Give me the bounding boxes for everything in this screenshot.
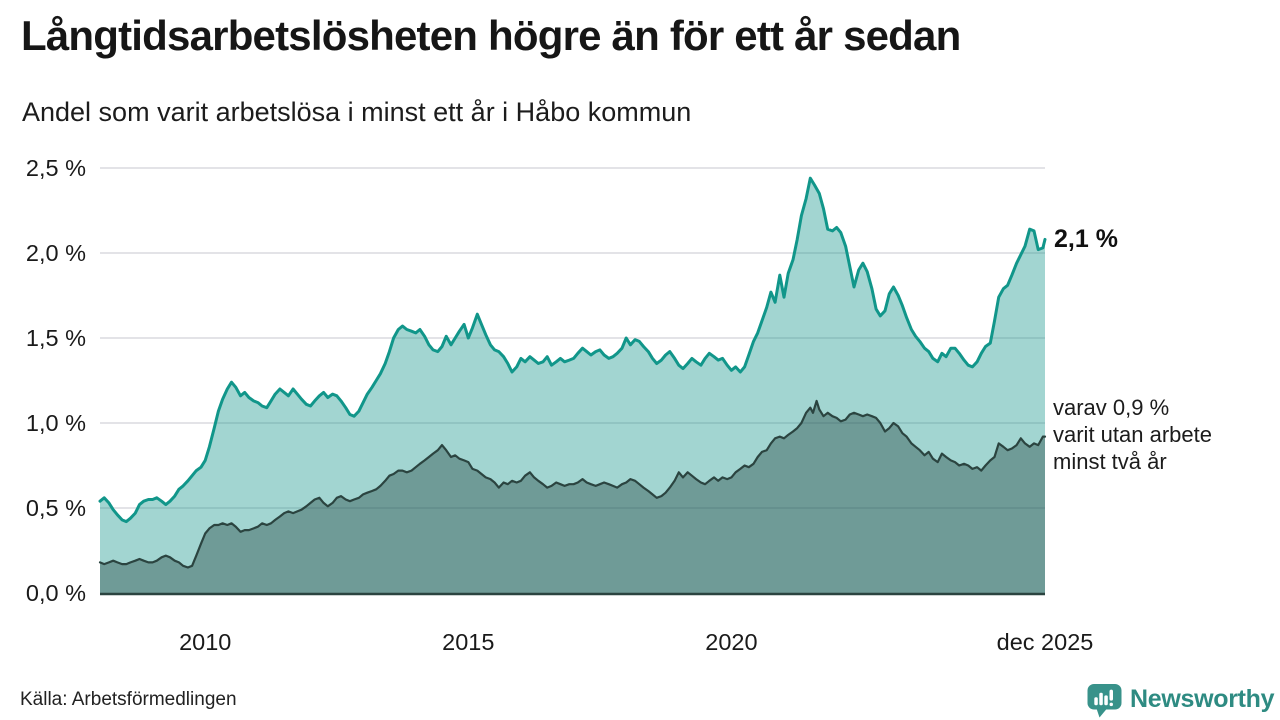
secondary-series-annotation: varav 0,9 % varit utan arbete minst två … (1053, 394, 1273, 475)
x-axis-tick-label: 2020 (705, 629, 757, 655)
annotation-line: minst två år (1053, 449, 1167, 474)
y-axis-tick-label: 2,5 % (26, 155, 86, 181)
y-axis-tick-label: 1,0 % (26, 410, 86, 436)
y-axis-tick-label: 0,5 % (26, 495, 86, 521)
bar-chart-icon (1094, 689, 1113, 707)
line-series-2 (98, 399, 1047, 569)
newsworthy-wordmark: Newsworthy (1130, 685, 1275, 713)
newsworthy-logo-icon (1087, 684, 1122, 718)
exclamation-mark (1109, 689, 1113, 701)
area-series-1 (100, 178, 1045, 593)
area-series-2 (100, 400, 1045, 593)
chart-title: Långtidsarbetslösheten högre än för ett … (21, 12, 961, 59)
newsworthy-logo[interactable]: Newsworthy (1086, 683, 1275, 720)
y-axis-tick-label: 2,0 % (26, 240, 86, 266)
x-axis-tick-label: 2015 (442, 629, 494, 655)
annotation-line: varav 0,9 % (1053, 395, 1170, 420)
y-axis-tick-label: 1,5 % (26, 325, 86, 351)
y-axis-tick-label: 0,0 % (26, 580, 86, 606)
annotation-line: varit utan arbete (1053, 422, 1212, 447)
x-axis-tick-label: dec 2025 (997, 629, 1094, 655)
chart-subtitle: Andel som varit arbetslösa i minst ett å… (22, 97, 692, 127)
x-axis-tick-label: 2010 (179, 629, 231, 655)
line-series-1 (98, 176, 1047, 524)
source-text: Källa: Arbetsförmedlingen (20, 689, 237, 710)
latest-value-label: 2,1 % (1054, 225, 1118, 253)
